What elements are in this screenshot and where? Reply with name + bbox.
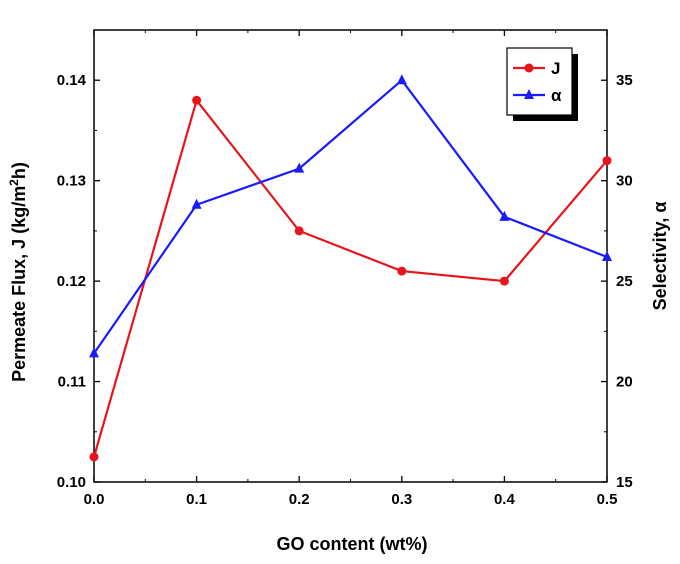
right-y-axis: 15 20 25 30 35 [601,29,633,491]
left-y-axis-title: Permeate Flux, J (kg/m2h) [7,162,29,382]
right-y-tick-label: 30 [616,173,633,190]
left-y-axis-title-main: Permeate Flux, J (kg/m [9,186,29,382]
x-tick-label: 0.0 [84,491,105,508]
data-point-α [89,347,99,358]
left-y-axis-title-superscript: 2 [7,179,21,186]
right-y-tick-label: 25 [616,273,633,290]
left-y-tick-label: 0.11 [58,374,86,391]
right-y-axis-title: Selectivity, α [650,202,670,311]
x-tick-label: 0.5 [597,491,618,508]
data-point-J [89,452,99,462]
x-tick-label: 0.3 [391,491,412,508]
series-line-J [92,97,608,458]
x-axis-title: GO content (wt%) [277,534,428,554]
left-y-tick-label: 0.10 [57,474,86,491]
x-tick-label: 0.4 [494,491,516,508]
left-y-tick-label: 0.14 [57,72,87,89]
left-y-tick-label: 0.13 [57,173,86,190]
x-tick-label: 0.2 [289,491,310,508]
legend-marker-α [524,89,534,99]
right-y-tick-label: 15 [616,474,633,491]
data-point-J [602,156,612,166]
data-point-α [191,198,202,209]
series-line-α [93,78,608,355]
right-y-tick-label: 35 [616,72,633,89]
left-y-tick-label: 0.12 [57,273,86,290]
left-y-axis: 0.10 0.11 0.12 0.13 0.14 [57,72,100,491]
legend-label-J: J [551,59,560,78]
left-y-axis-title-end: h) [9,162,29,179]
data-point-J [499,276,509,286]
legend-marker-J [524,63,534,73]
x-axis: 0.0 0.1 0.2 0.3 0.4 0.5 [84,30,618,508]
right-y-tick-label: 20 [616,374,633,391]
series-layer [89,74,612,462]
data-point-α [396,74,407,85]
x-tick-label: 0.1 [186,491,207,508]
data-point-α [499,210,510,221]
legend: Jα [506,47,578,121]
data-point-J [192,95,202,105]
data-point-J [397,266,407,276]
data-point-α [602,251,612,262]
legend-box [506,47,573,116]
legend-label-α: α [551,86,562,105]
data-point-J [294,226,304,236]
data-point-α [294,162,305,173]
